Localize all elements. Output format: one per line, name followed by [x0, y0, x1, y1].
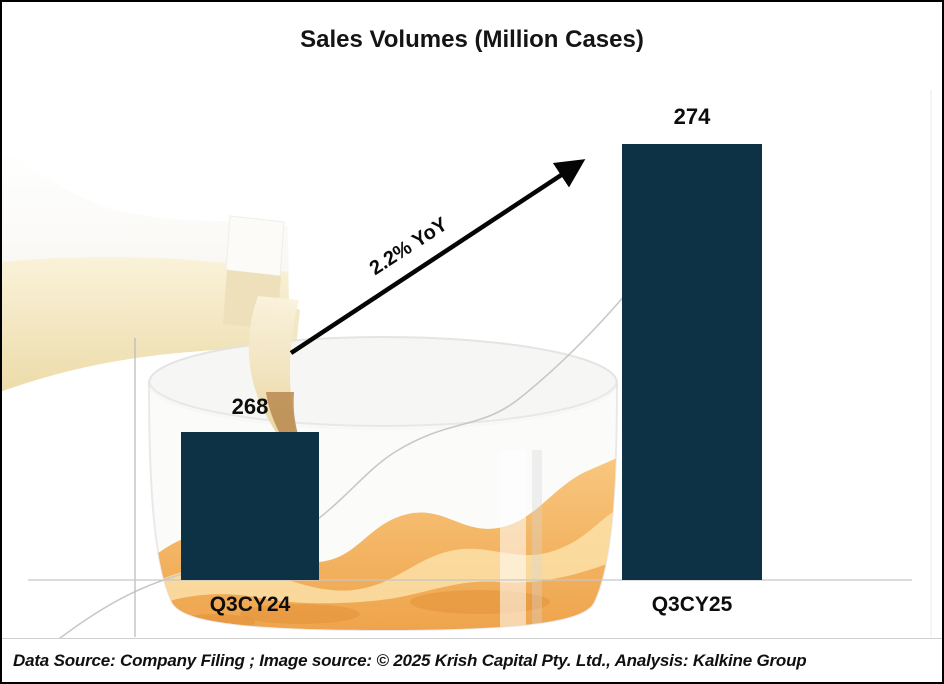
bottle-pouring-into-glass-icon — [0, 90, 932, 638]
bar-chart: Sales Volumes (Million Cases) 268 274 2.… — [0, 26, 944, 639]
decorative-curve — [58, 293, 627, 638]
category-label-q3cy25: Q3CY25 — [651, 593, 733, 616]
bar-q3cy25 — [622, 144, 762, 580]
growth-arrow-icon — [289, 159, 586, 355]
category-label-q3cy24: Q3CY24 — [209, 593, 291, 616]
growth-annotation: 2.2% YoY — [365, 213, 452, 280]
footer-bar: Data Source: Company Filing ; Image sour… — [0, 639, 944, 682]
footer-note: Data Source: Company Filing ; Image sour… — [13, 650, 807, 670]
bar-value-label-q3cy25: 274 — [673, 104, 711, 129]
bottle-icon — [0, 150, 300, 392]
chart-title: Sales Volumes (Million Cases) — [300, 26, 644, 53]
bar-q3cy24 — [181, 432, 319, 580]
bar-value-label-q3cy24: 268 — [231, 394, 269, 419]
